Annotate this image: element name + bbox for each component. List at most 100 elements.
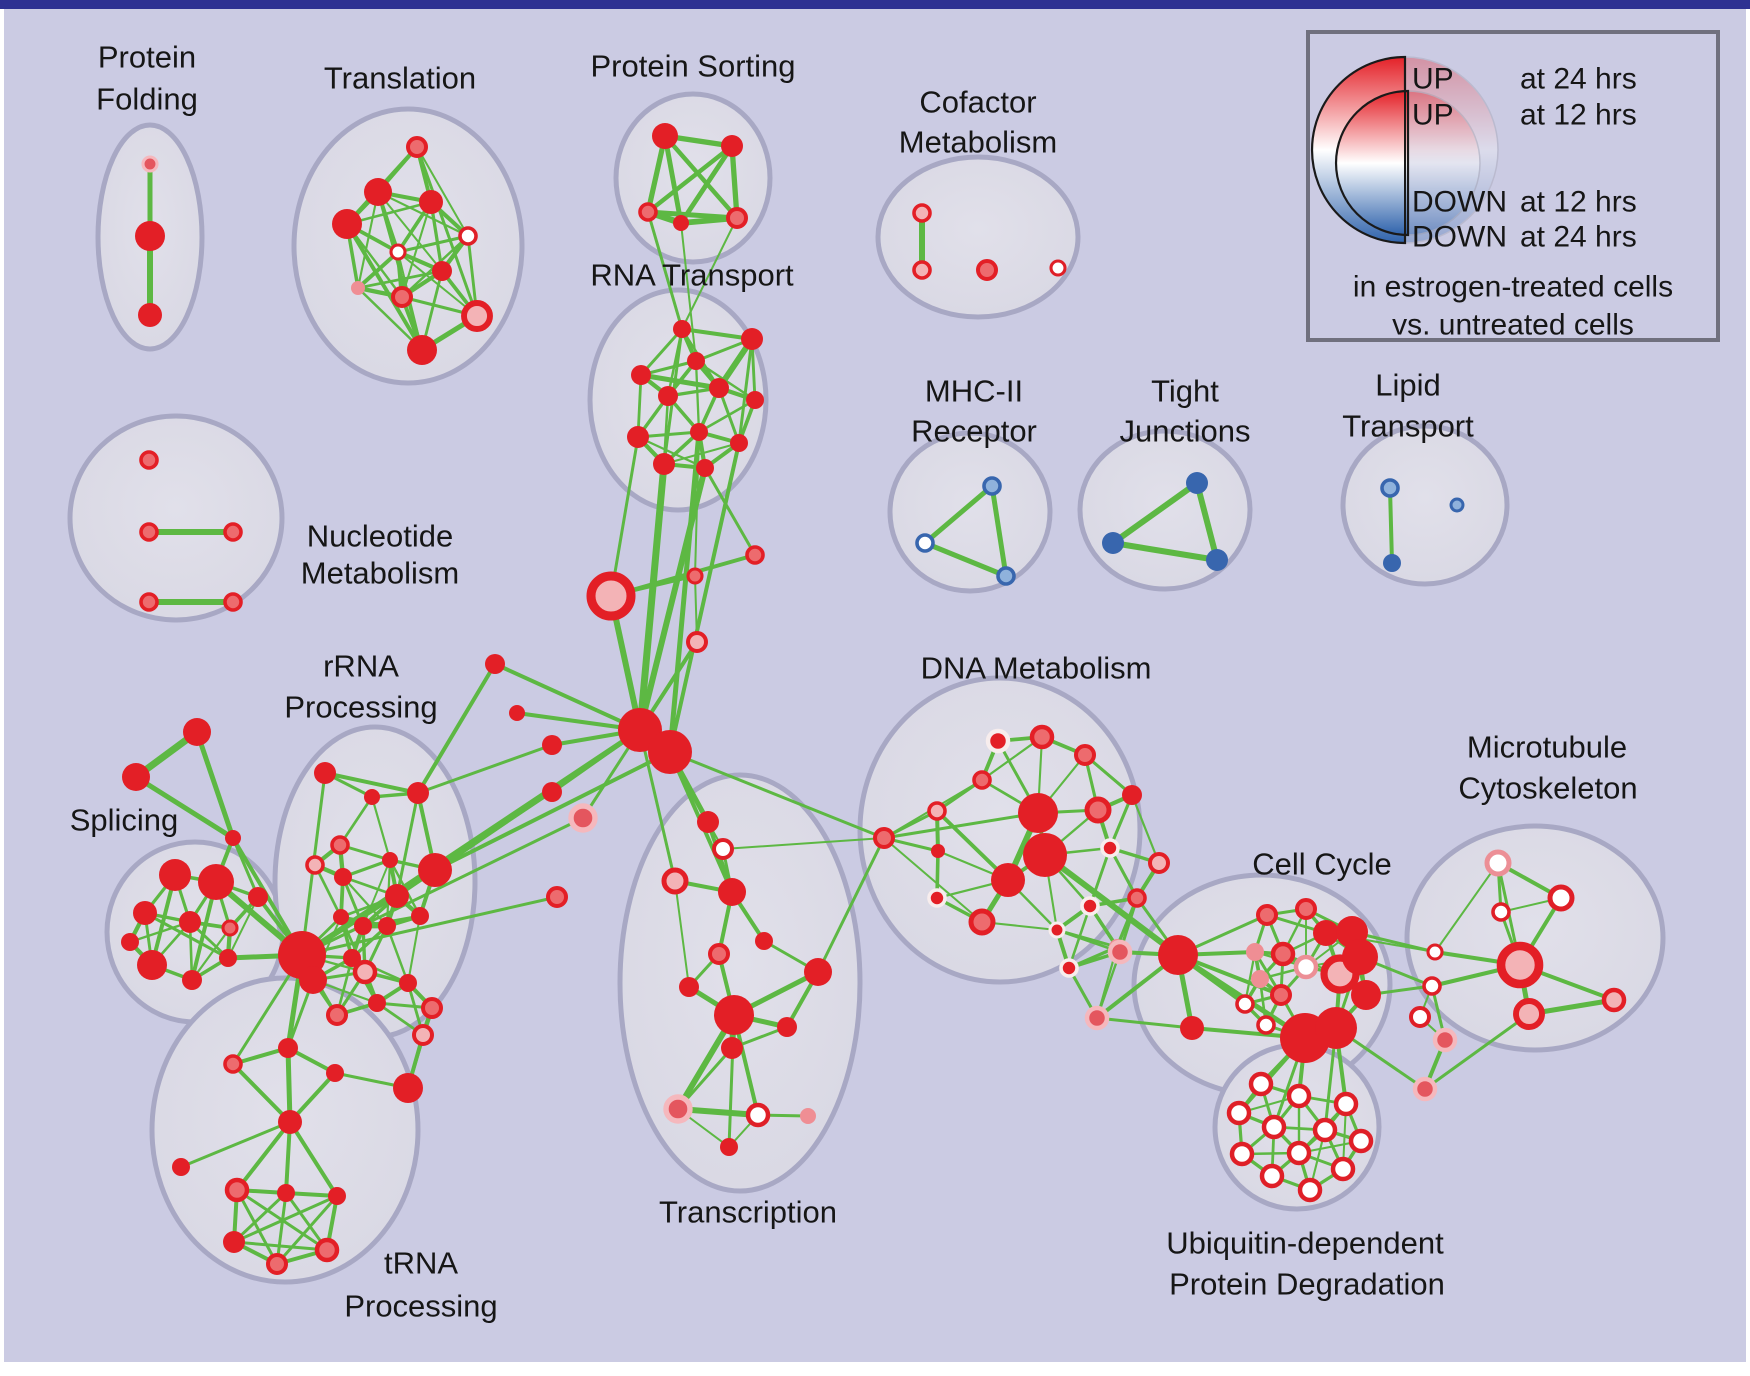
cluster-ellipse-cofactor: [875, 154, 1081, 320]
node-translation: [432, 261, 452, 281]
node-cellcycle: [1235, 994, 1255, 1014]
edge: [668, 750, 886, 840]
cluster-label-ubi-0: Ubiquitin-dependent: [1166, 1226, 1444, 1261]
node-sorting: [721, 135, 743, 157]
node-rrna: [399, 974, 417, 992]
edge: [674, 880, 690, 988]
node-micro: [1409, 1006, 1431, 1028]
node-micro: [1491, 902, 1511, 922]
edge: [697, 398, 757, 434]
node-pf: [135, 221, 165, 251]
node-trna: [326, 1064, 344, 1082]
node-bridge: [686, 631, 708, 653]
edge: [493, 662, 642, 732]
node-bridge: [546, 886, 568, 908]
edge: [400, 200, 433, 299]
edge: [288, 1120, 339, 1198]
cluster-label-splicing-0: Splicing: [70, 803, 179, 838]
edge: [668, 441, 741, 754]
edge: [703, 466, 757, 557]
edge: [645, 143, 735, 215]
node-dna: [1084, 1005, 1110, 1031]
cluster-label-mhc-1: Receptor: [911, 414, 1037, 449]
legend-direction-2: DOWN: [1412, 186, 1507, 219]
edge: [300, 816, 585, 957]
node-splicing: [248, 887, 268, 907]
legend-time-1: at 12 hrs: [1520, 99, 1637, 132]
legend-direction-3: DOWN: [1412, 221, 1507, 254]
node-lipid: [1449, 497, 1465, 513]
edge: [636, 460, 668, 734]
node-dna: [1084, 796, 1112, 824]
node-trna: [223, 1231, 245, 1253]
node-micro: [1496, 941, 1544, 989]
cluster-label-lipid-1: Transport: [1342, 409, 1474, 444]
node-transcription: [755, 932, 773, 950]
node-ubi: [1333, 1091, 1359, 1117]
node-bridge: [686, 567, 704, 585]
edge: [883, 837, 983, 923]
node-bridge: [183, 718, 211, 746]
cluster-label-cofactor-0: Cofactor: [919, 85, 1036, 120]
cluster-label-nucleotide-0: Nucleotide: [307, 519, 453, 554]
node-rrna: [352, 959, 378, 985]
node-cellcycle: [1256, 904, 1278, 926]
node-splicing: [159, 859, 191, 891]
node-nucleotide: [139, 450, 159, 470]
cluster-label-lipid-0: Lipid: [1375, 368, 1441, 403]
node-splicing: [221, 919, 239, 937]
edge: [639, 327, 684, 377]
edge: [416, 743, 554, 795]
edge: [816, 836, 886, 974]
node-dna: [1100, 838, 1120, 858]
node-dna: [991, 863, 1025, 897]
legend-direction-0: UP: [1412, 63, 1454, 96]
node-dna: [927, 801, 947, 821]
node-dna: [1148, 852, 1170, 874]
node-bridge: [648, 730, 692, 774]
cluster-label-trna-1: Processing: [344, 1289, 497, 1324]
edge: [416, 146, 469, 237]
edge: [356, 250, 400, 290]
node-rnat: [631, 365, 651, 385]
node-splicing: [219, 949, 237, 967]
node-bridge: [485, 654, 505, 674]
node-rrna: [305, 855, 325, 875]
node-cellcycle: [1251, 970, 1269, 988]
node-micro: [1432, 1027, 1458, 1053]
node-sorting: [652, 123, 678, 149]
edge: [1110, 540, 1220, 563]
node-bridge: [745, 545, 765, 565]
cluster-label-ubi-1: Protein Degradation: [1169, 1267, 1445, 1302]
node-trna: [224, 1177, 250, 1203]
edge: [662, 133, 684, 226]
edge: [729, 143, 740, 221]
node-lipid: [1383, 554, 1401, 572]
node-rrna: [299, 966, 327, 994]
cluster-label-dna-0: DNA Metabolism: [921, 651, 1152, 686]
node-ubi: [1259, 1163, 1285, 1189]
edge: [882, 811, 1040, 840]
node-micro: [1412, 1076, 1438, 1102]
edge: [1042, 852, 1181, 958]
node-ubi: [1286, 1083, 1312, 1109]
node-cofactor: [912, 260, 932, 280]
node-translation: [406, 136, 428, 158]
node-bridge: [1315, 1007, 1357, 1049]
node-micro: [1547, 884, 1575, 912]
node-sorting: [673, 215, 689, 231]
node-rrna: [364, 789, 380, 805]
node-splicing: [121, 933, 139, 951]
node-dna: [1023, 833, 1067, 877]
edge: [396, 234, 470, 254]
edge: [680, 222, 697, 362]
edge: [395, 791, 420, 898]
edge: [232, 1191, 288, 1244]
edge: [609, 435, 640, 598]
node-lipid: [1380, 478, 1400, 498]
node-nucleotide: [139, 522, 159, 542]
node-dna: [985, 728, 1011, 754]
cluster-label-micro-0: Microtubule: [1467, 730, 1627, 765]
cluster-label-micro-1: Cytoskeleton: [1458, 771, 1637, 806]
